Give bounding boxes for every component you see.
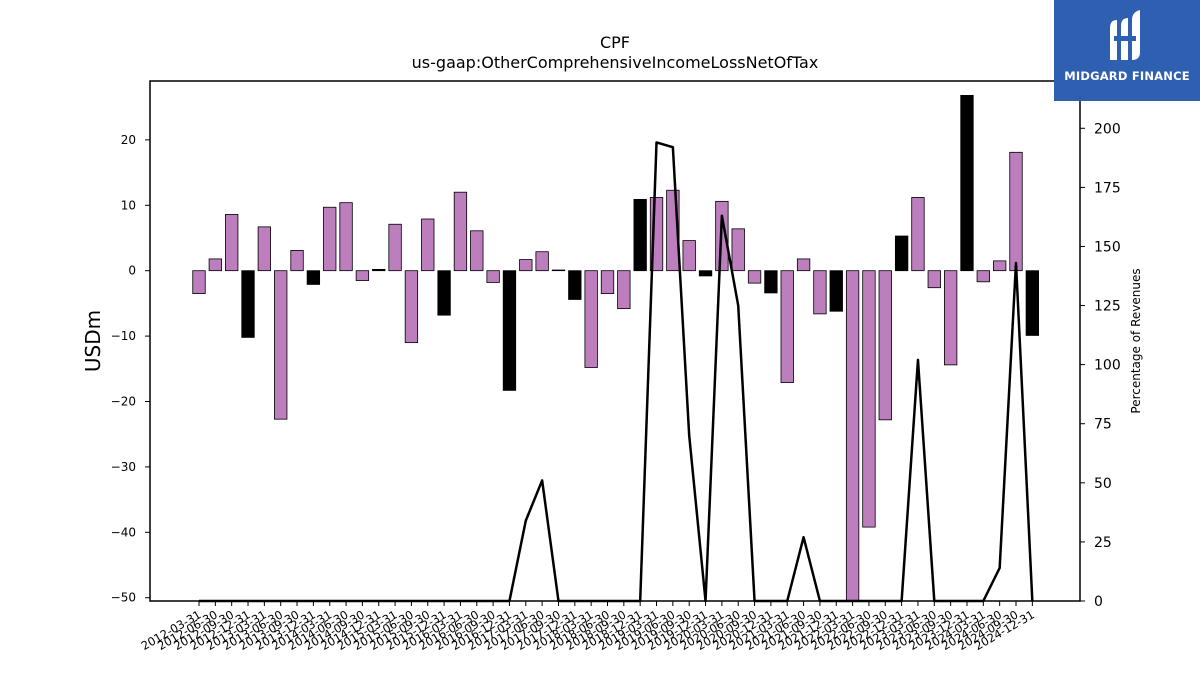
bar [323, 206, 337, 272]
y2-axis-label: Percentage of Revenues [1129, 268, 1143, 413]
bar [845, 270, 860, 602]
y-tick-label: −30 [111, 460, 136, 474]
bar [747, 270, 762, 284]
bar [437, 270, 451, 316]
bar [404, 270, 419, 344]
bar [355, 270, 370, 281]
bar [796, 258, 811, 272]
chart-title: CPF [600, 33, 630, 52]
bar [421, 218, 435, 272]
bar [470, 230, 484, 272]
y-tick-label: −10 [111, 329, 136, 343]
bar [600, 270, 615, 294]
bar [633, 198, 647, 272]
bar [568, 270, 582, 300]
bar [813, 270, 827, 315]
bar [241, 270, 255, 338]
chart-subtitle: us-gaap:OtherComprehensiveIncomeLossNetO… [412, 53, 819, 72]
y-tick-label: 0 [128, 264, 136, 278]
bar [453, 191, 468, 272]
bar [584, 270, 598, 368]
bar [274, 270, 288, 420]
y2-tick-label: 200 [1094, 121, 1121, 137]
y-axis-left: 20 10 0 −10 −20 −30 −40 −50 [111, 133, 150, 605]
midgard-logo-icon [1110, 10, 1140, 60]
bar [731, 228, 745, 272]
bar [1025, 270, 1039, 336]
bar [894, 235, 909, 272]
bar [192, 270, 206, 294]
y2-tick-label: 0 [1094, 594, 1103, 610]
bar [339, 202, 353, 272]
bar [486, 270, 500, 283]
bar [698, 270, 713, 277]
bar [225, 214, 239, 272]
bar [388, 223, 402, 272]
brand-name: MIDGARD FINANCE [1064, 69, 1190, 83]
y-tick-label: 20 [121, 133, 136, 147]
bar [519, 259, 533, 272]
bar [878, 270, 892, 421]
y2-tick-label: 100 [1094, 358, 1121, 374]
bar [682, 240, 696, 272]
bar [1009, 151, 1023, 272]
y-tick-label: −20 [111, 395, 136, 409]
x-axis: 2012-03-312012-06-302012-09-302012-12-31… [139, 601, 1037, 653]
bar [993, 260, 1007, 272]
bar [290, 250, 304, 272]
y-tick-label: −40 [111, 525, 136, 539]
bar [372, 268, 386, 272]
bar [535, 251, 549, 272]
bar [502, 270, 517, 391]
bar [306, 270, 321, 285]
bar [780, 270, 794, 383]
y2-tick-label: 150 [1094, 239, 1121, 255]
bar [927, 270, 941, 289]
bar [960, 94, 974, 272]
bar [617, 270, 631, 310]
y-tick-label: −50 [111, 591, 136, 605]
bar [862, 270, 876, 528]
y2-tick-label: 50 [1094, 476, 1112, 492]
bar [764, 270, 778, 294]
y-axis-label: USDm [81, 310, 105, 372]
bar [911, 197, 925, 272]
y2-tick-label: 125 [1094, 299, 1121, 315]
y-axis-right: 0 25 50 75 100 125 150 175 200 [1080, 121, 1121, 610]
plot-frame [149, 80, 1081, 602]
bar [943, 270, 958, 366]
bar [976, 270, 990, 283]
bar [829, 270, 843, 312]
bar [551, 269, 566, 272]
brand-logo: MIDGARD FINANCE [1054, 0, 1200, 101]
y-tick-label: 10 [121, 198, 136, 212]
bars-layer [192, 94, 1039, 602]
y2-tick-label: 75 [1094, 417, 1112, 433]
y2-tick-label: 175 [1094, 180, 1121, 196]
bar [257, 226, 272, 272]
bar [208, 258, 222, 272]
y2-tick-label: 25 [1094, 535, 1112, 551]
